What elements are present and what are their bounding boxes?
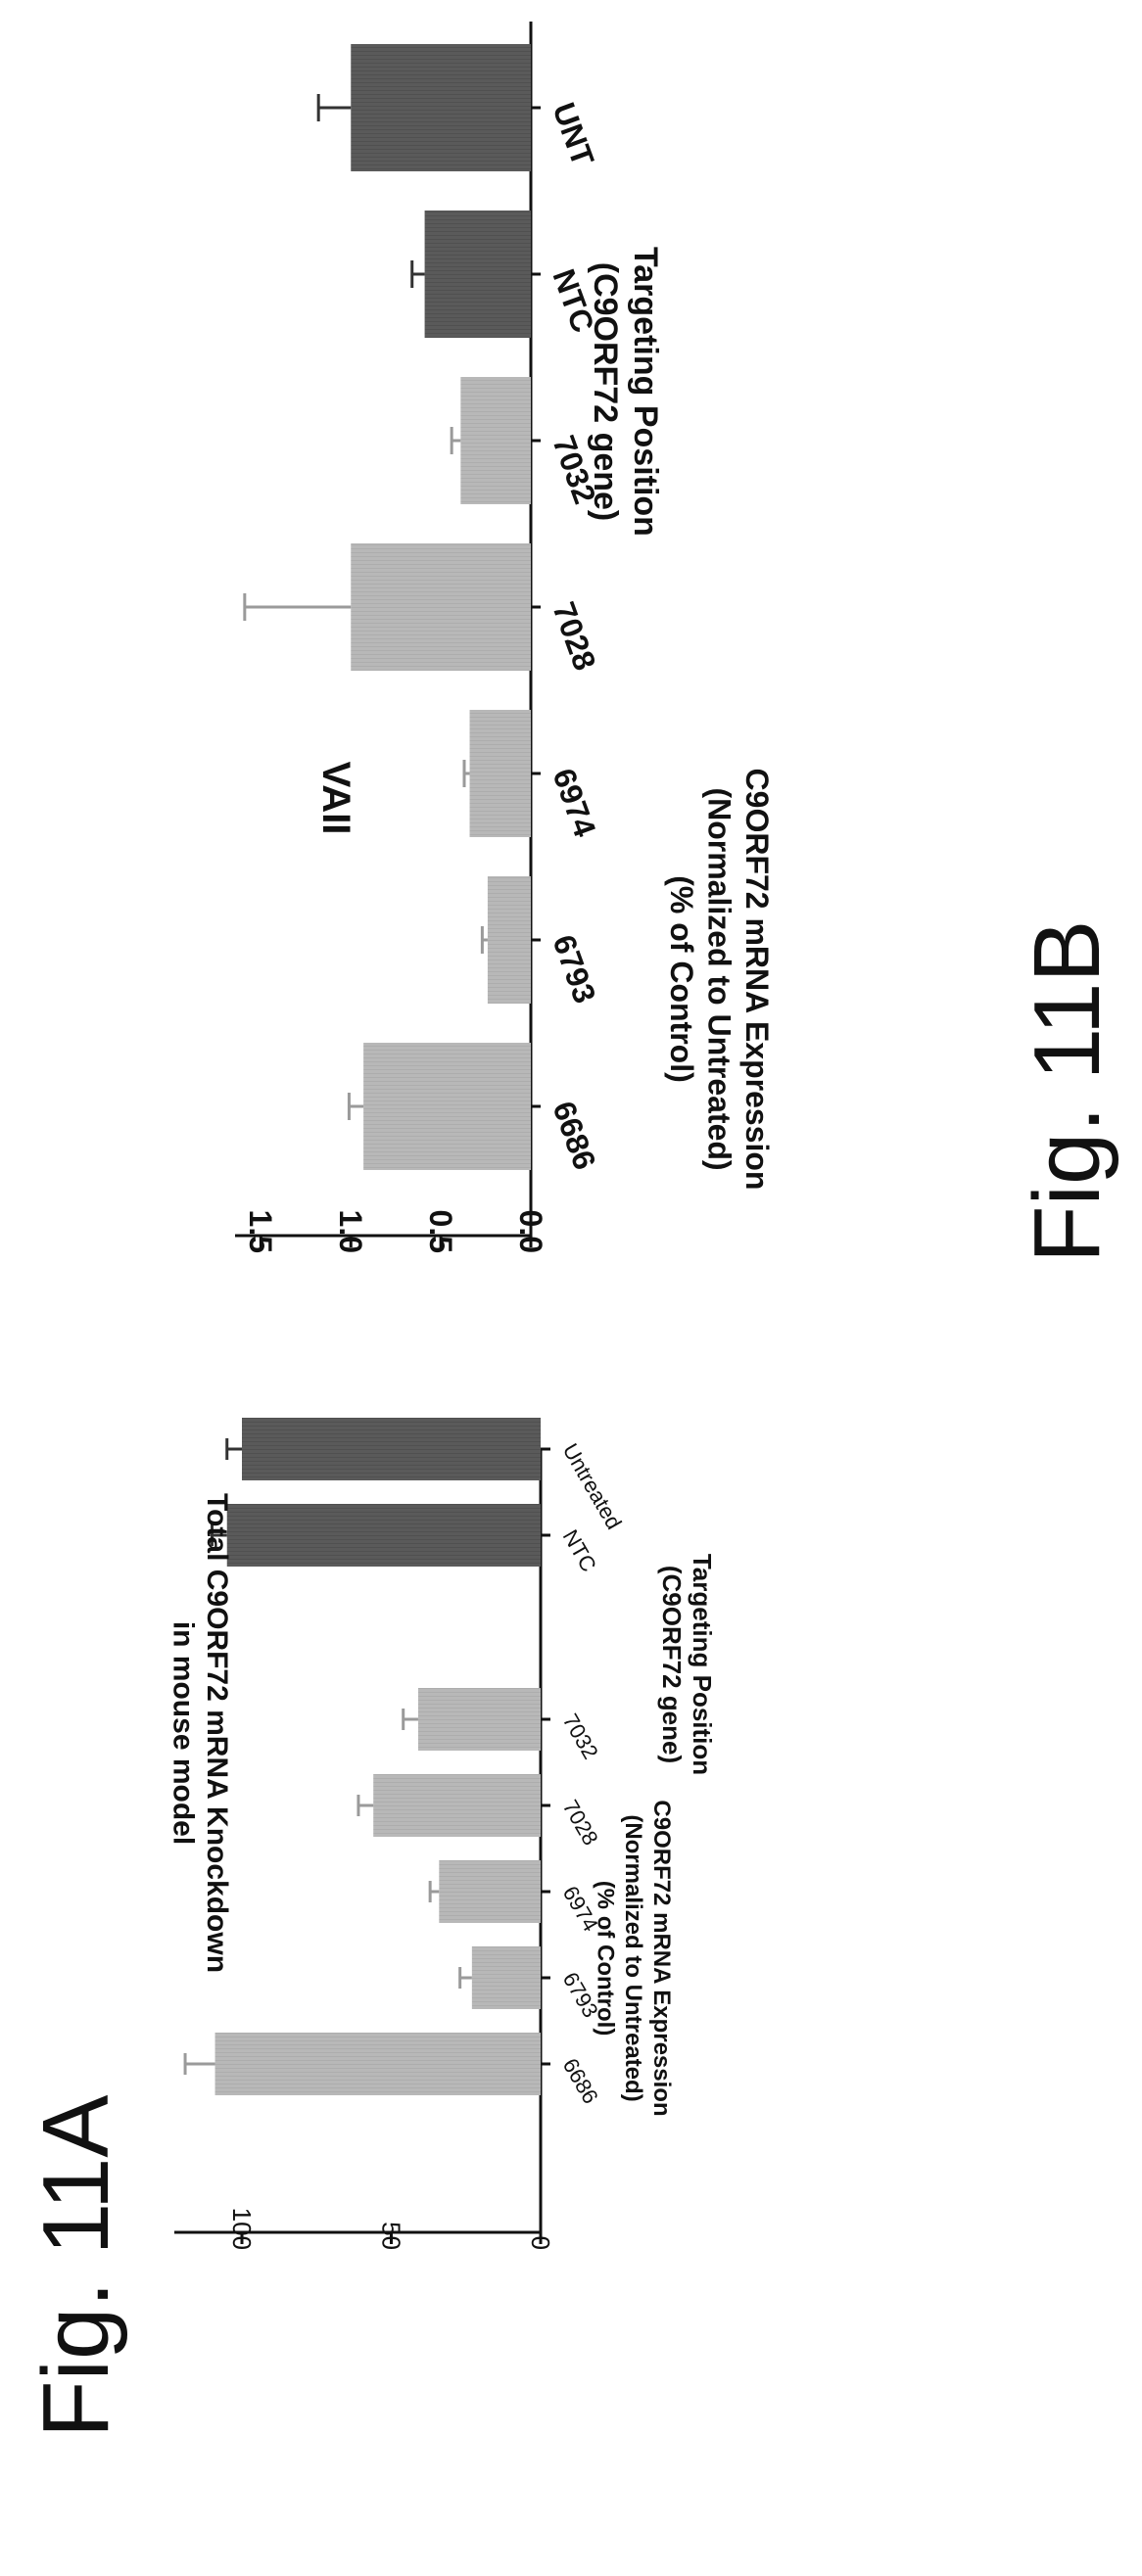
bar-6974 — [469, 710, 531, 837]
bar-6686 — [363, 1043, 531, 1170]
bar-ntc — [226, 1504, 541, 1567]
bar-7032 — [417, 1688, 541, 1751]
y-tick-label: 50 — [376, 2222, 405, 2250]
x-tick-label-7028: 7028 — [546, 597, 602, 675]
x-axis-label: (C9ORF72 gene) — [657, 1566, 687, 1763]
bar-6793 — [487, 876, 531, 1004]
figure-label-11b: Fig. 11B — [1015, 920, 1119, 1263]
x-tick-label-6686: 6686 — [546, 1097, 602, 1174]
y-axis-label: (Normalized to Untreated) — [702, 787, 738, 1170]
x-axis-label: Targeting Position — [688, 1554, 717, 1775]
y-tick-label: 100 — [227, 2208, 257, 2250]
bar-6793 — [471, 1946, 541, 2009]
chart-title: in mouse model — [167, 1621, 200, 1845]
y-tick-label: 1.0 — [333, 1210, 368, 1253]
x-axis-label: (C9ORF72 gene) — [587, 262, 624, 522]
bar-6686 — [214, 2033, 542, 2095]
x-tick-label-6686: 6686 — [558, 2054, 603, 2108]
bar-untreated — [242, 1418, 541, 1480]
y-axis-label: C9ORF72 mRNA Expression — [739, 769, 775, 1191]
x-tick-label-unt: UNT — [546, 98, 600, 171]
bar-7028 — [373, 1774, 541, 1837]
x-tick-label-7028: 7028 — [558, 1796, 603, 1850]
chart-11b: 0.00.51.01.566866793697470287032NTCUNTVA… — [235, 22, 775, 1253]
x-axis-label: Targeting Position — [627, 247, 664, 537]
x-tick-label-ntc: NTC — [558, 1525, 601, 1576]
bar-6974 — [439, 1860, 541, 1923]
chart-title: VAII — [314, 762, 357, 835]
y-axis-label: (% of Control) — [592, 1881, 618, 2037]
y-axis-label: (% of Control) — [664, 875, 699, 1083]
figure-label-11a: Fig. 11A — [24, 2095, 128, 2438]
y-tick-label: 0.5 — [423, 1210, 458, 1253]
bar-ntc — [424, 211, 531, 338]
x-tick-label-6974: 6974 — [546, 764, 602, 841]
y-tick-label: 0 — [526, 2236, 555, 2250]
bar-unt — [351, 44, 531, 171]
x-tick-label-6793: 6793 — [546, 930, 602, 1007]
x-tick-label-7032: 7032 — [558, 1710, 603, 1763]
chart-11a: 05010066866793697470287032NTCUntreatedTo… — [167, 1418, 717, 2250]
y-tick-label: 0.0 — [513, 1210, 548, 1253]
bar-7032 — [460, 377, 531, 504]
x-tick-label-untreated: Untreated — [558, 1439, 627, 1533]
y-axis-label: (Normalized to Untreated) — [620, 1814, 646, 2101]
y-tick-label: 1.5 — [243, 1210, 278, 1253]
y-axis-label: C9ORF72 mRNA Expression — [648, 1800, 675, 2116]
chart-title: Total C9ORF72 mRNA Knockdown — [201, 1493, 233, 1973]
bar-7028 — [351, 543, 531, 671]
